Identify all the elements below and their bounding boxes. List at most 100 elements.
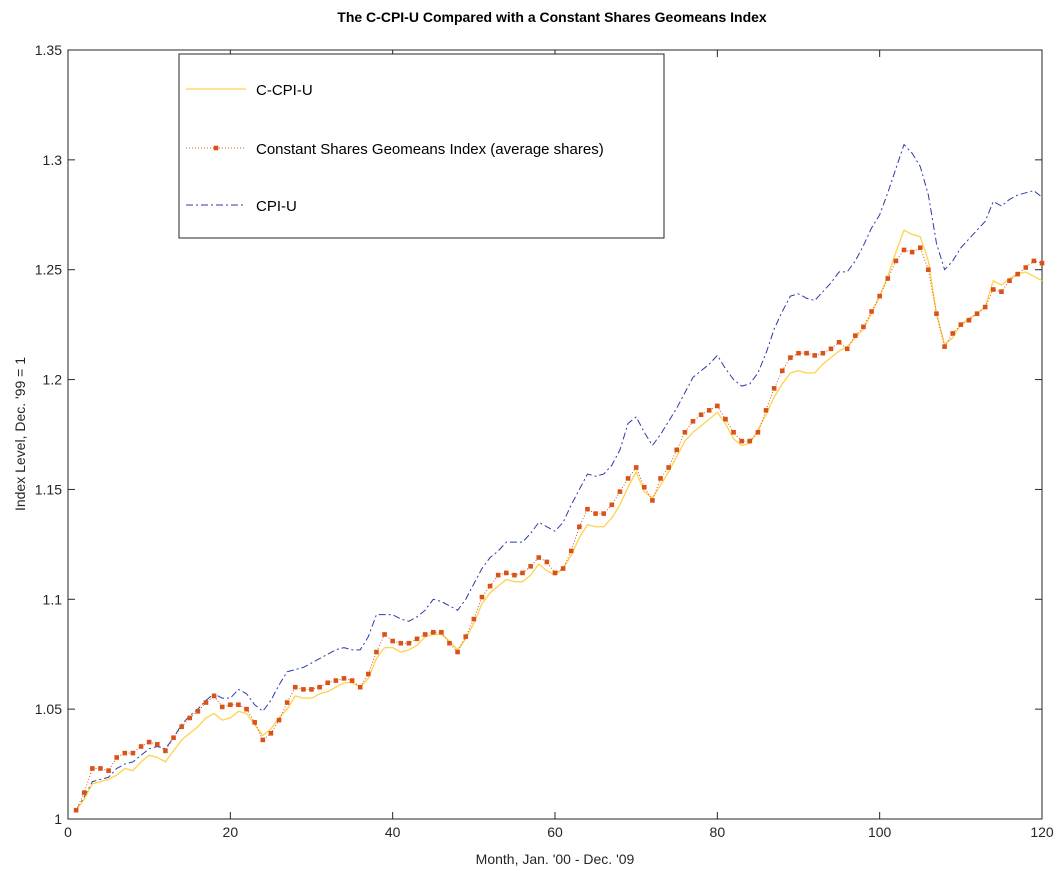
- series-point: [422, 632, 428, 637]
- x-tick-label: 60: [547, 824, 563, 840]
- series-point: [796, 350, 801, 356]
- series-point: [999, 289, 1004, 294]
- series-point: [1039, 260, 1045, 266]
- series-point: [504, 570, 509, 576]
- series-point: [617, 489, 623, 494]
- series-point: [820, 350, 826, 356]
- series-point: [788, 355, 793, 360]
- series-point: [138, 744, 144, 749]
- series-point: [909, 249, 915, 255]
- series-point: [804, 350, 809, 356]
- series-line-0: [75, 229, 1043, 811]
- series-point: [382, 632, 387, 637]
- series-point: [414, 636, 420, 642]
- series-point: [763, 408, 769, 413]
- y-tick-label: 1.25: [35, 262, 62, 278]
- series-point: [244, 706, 249, 712]
- series-point: [893, 258, 899, 264]
- series-point: [771, 386, 777, 391]
- series-point: [90, 766, 95, 771]
- series-point: [901, 247, 907, 253]
- series-line-2: [75, 143, 1043, 811]
- series-point: [934, 311, 939, 316]
- series-point: [601, 511, 606, 516]
- series-point: [666, 465, 671, 470]
- series-point: [520, 570, 525, 576]
- series-point: [211, 693, 217, 699]
- series-point: [577, 524, 582, 530]
- x-tick-label: 20: [223, 824, 239, 840]
- series-point: [301, 687, 306, 692]
- series-point: [292, 684, 298, 690]
- series-point: [390, 638, 395, 644]
- series-point: [544, 559, 550, 565]
- series-point: [560, 566, 566, 571]
- series-point: [479, 594, 485, 600]
- series-point: [366, 671, 371, 677]
- series-point: [723, 416, 728, 422]
- series-point: [869, 309, 874, 314]
- series-point: [1015, 271, 1020, 277]
- y-tick-label: 1.15: [35, 481, 62, 497]
- series-point: [154, 742, 160, 747]
- series-point: [755, 430, 761, 435]
- series-point: [593, 511, 598, 516]
- series-point: [106, 768, 111, 773]
- x-tick-label: 40: [385, 824, 401, 840]
- series-point: [463, 634, 469, 639]
- series-point: [942, 344, 947, 349]
- legend-marker: [213, 145, 219, 151]
- series-point: [219, 704, 225, 710]
- series-point: [528, 564, 533, 569]
- y-tick-label: 1.2: [43, 372, 63, 388]
- series-point: [317, 684, 322, 690]
- series-point: [260, 737, 266, 743]
- series-point: [658, 476, 663, 481]
- series-point: [552, 570, 558, 576]
- series-point: [633, 465, 639, 470]
- series-point: [325, 680, 331, 686]
- series-point: [252, 720, 257, 725]
- x-axis: 0 20 40 60 80 100 120: [64, 50, 1054, 840]
- series-point: [715, 403, 720, 409]
- series-point: [844, 346, 850, 352]
- series-point: [171, 735, 176, 741]
- series-point: [1023, 265, 1029, 270]
- y-axis: 1 1.05 1.1 1.15 1.2 1.25 1.3 1.35: [35, 42, 1042, 827]
- series-point: [487, 583, 493, 589]
- series-point: [398, 640, 404, 646]
- x-axis-label: Month, Jan. '00 - Dec. '09: [476, 851, 635, 867]
- series-point: [130, 750, 136, 756]
- series-point: [641, 484, 647, 490]
- series-point: [536, 555, 542, 560]
- series-point: [779, 368, 785, 374]
- legend-label-0: C-CPI-U: [256, 82, 313, 99]
- series-point: [179, 724, 184, 730]
- x-tick-label: 100: [868, 824, 892, 840]
- legend: C-CPI-U Constant Shares Geomeans Index (a…: [178, 53, 665, 239]
- x-tick-label: 120: [1030, 824, 1054, 840]
- series-point: [853, 333, 858, 338]
- series-point: [966, 317, 972, 323]
- series-point: [357, 684, 363, 690]
- series-point: [950, 331, 956, 336]
- legend-label-2: CPI-U: [256, 198, 297, 215]
- series-point: [812, 353, 818, 358]
- series-point: [430, 629, 436, 635]
- series-point: [495, 572, 501, 578]
- series-point: [187, 715, 193, 721]
- series-point: [374, 649, 379, 655]
- series-point: [739, 438, 744, 444]
- series-point: [349, 678, 355, 683]
- legend-label-1: Constant Shares Geomeans Index (average …: [256, 141, 604, 158]
- series-point: [828, 346, 834, 352]
- series-point: [958, 322, 964, 327]
- chart-title: The C-CPI-U Compared with a Constant Sha…: [337, 9, 767, 25]
- series-point: [284, 700, 290, 705]
- series-point: [974, 311, 980, 316]
- series-point: [682, 430, 688, 435]
- series-point: [1007, 278, 1012, 283]
- series-point: [650, 498, 655, 503]
- y-axis-label: Index Level, Dec. '99 = 1: [12, 357, 28, 511]
